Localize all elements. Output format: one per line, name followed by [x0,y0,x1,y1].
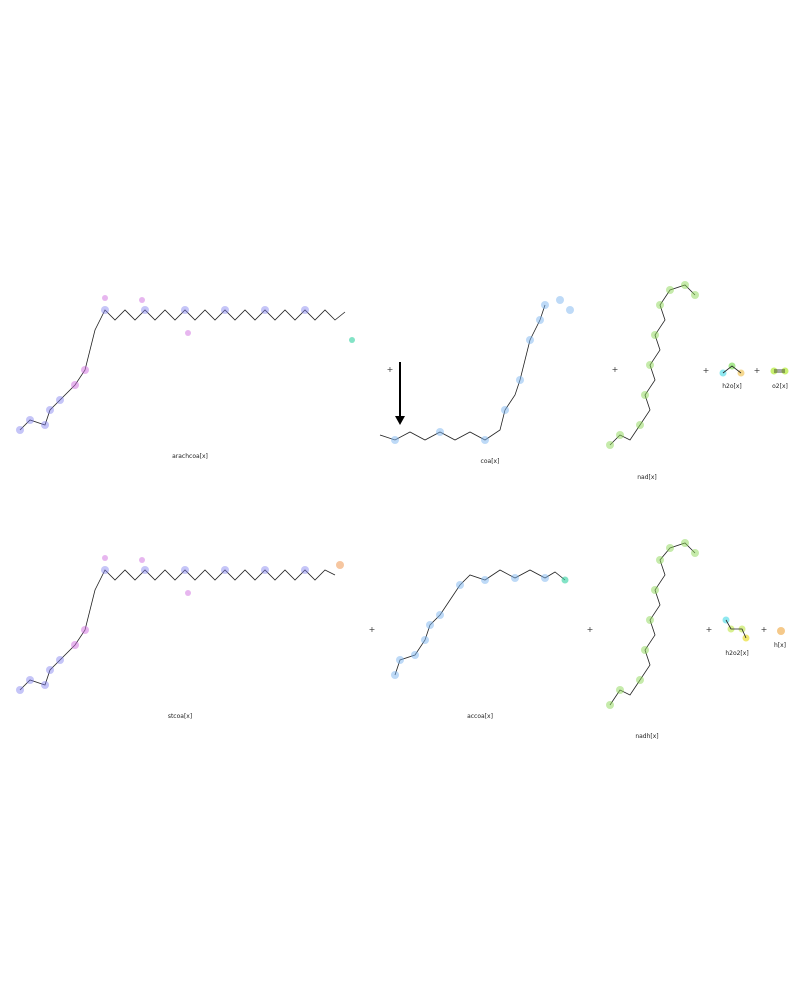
molecule-label: stcoa[x] [168,713,192,720]
plus-sign: + [703,366,710,375]
molecule-nadh: nadh[x] [606,539,699,740]
molecule-coa: coa[x] [379,296,574,465]
molecule-label: coa[x] [481,458,500,465]
plus-sign: + [612,365,619,374]
plus-sign: + [587,625,594,634]
molecule-arachcoa: arachcoa[x] [16,295,355,460]
molecule-o2: o2[x] [770,367,789,390]
reaction-arrow-down-icon [395,362,405,425]
molecule-label: accoa[x] [467,713,493,720]
molecule-h: h[x] [774,627,786,649]
plus-sign: + [369,625,376,634]
plus-sign: + [387,365,394,374]
plus-sign: + [761,625,768,634]
molecule-h2o2: h2o2[x] [722,616,750,657]
plus-sign: + [754,366,761,375]
molecule-label: h[x] [774,642,786,649]
molecule-label: h2o[x] [722,383,742,390]
plus-sign: + [706,625,713,634]
molecule-h2o: h2o[x] [719,362,745,390]
molecule-label: nadh[x] [635,733,658,740]
molecule-label: o2[x] [772,383,788,390]
molecule-label: nad[x] [637,474,657,481]
molecule-nad: nad[x] [606,281,699,481]
molecule-accoa: accoa[x] [391,569,569,720]
molecule-label: arachcoa[x] [172,453,208,460]
molecule-stcoa: stcoa[x] [16,555,344,720]
molecule-label: h2o2[x] [725,650,748,657]
